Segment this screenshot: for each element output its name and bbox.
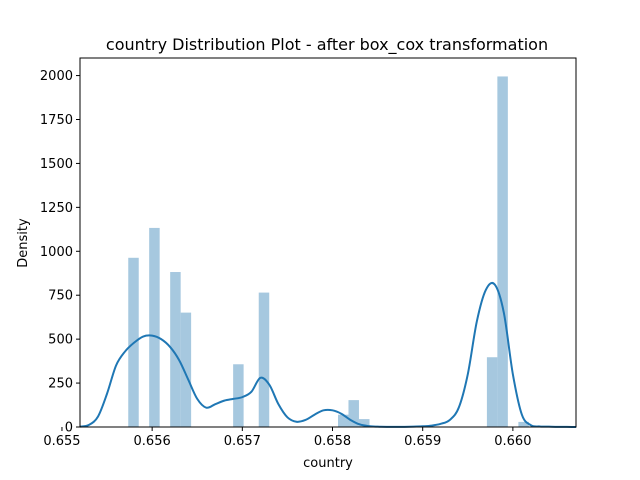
- histogram-bar: [518, 421, 529, 427]
- y-tick-label: 750: [48, 289, 73, 304]
- x-tick-label: 0.660: [494, 434, 531, 449]
- y-tick-label: 0: [65, 421, 73, 436]
- x-axis-label: country: [303, 456, 353, 471]
- x-tick-label: 0.658: [314, 434, 351, 449]
- histogram-bar: [338, 414, 349, 427]
- x-axis: 0.655 0.656 0.657 0.658 0.659 0.660: [43, 427, 531, 449]
- x-tick-label: 0.655: [43, 434, 80, 449]
- y-tick-label: 1500: [40, 157, 73, 172]
- histogram-bar: [170, 272, 181, 427]
- chart-title: country Distribution Plot - after box_co…: [106, 35, 548, 55]
- histogram-bar: [258, 292, 270, 427]
- histogram-bar: [233, 364, 244, 427]
- plot-frame: [79, 57, 577, 428]
- histogram-bar: [180, 312, 192, 427]
- histogram-bar: [497, 76, 508, 427]
- x-tick-label: 0.657: [224, 434, 261, 449]
- histogram-bar: [359, 419, 370, 427]
- kde-curve: [79, 282, 577, 428]
- y-axis-label: Density: [16, 218, 31, 268]
- x-tick-label: 0.656: [134, 434, 171, 449]
- histogram-bar: [486, 357, 498, 427]
- y-tick-label: 250: [48, 377, 73, 392]
- y-axis: 0 250 500 750 1000 1250 1500 1750 2000: [40, 69, 80, 436]
- y-tick-label: 1250: [40, 201, 73, 216]
- y-tick-label: 1750: [40, 113, 73, 128]
- y-tick-label: 1000: [40, 245, 73, 260]
- histogram-bar: [149, 227, 160, 427]
- y-tick-label: 2000: [40, 69, 73, 84]
- y-tick-label: 500: [48, 333, 73, 348]
- x-tick-label: 0.659: [404, 434, 441, 449]
- histogram-bar: [348, 400, 359, 427]
